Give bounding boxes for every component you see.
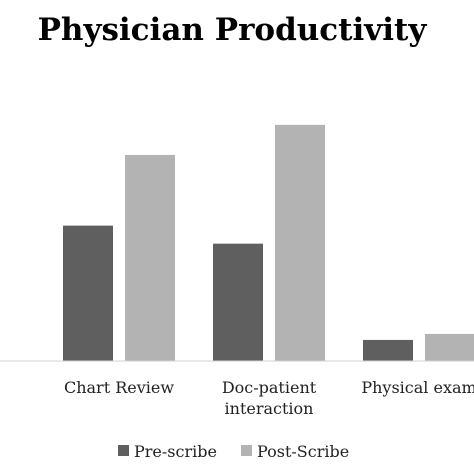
category-label-2-1: interaction	[225, 399, 314, 418]
category-labels: epChart ReviewDoc-patientinteractionPhys…	[64, 378, 474, 418]
category-label-1-0: Chart Review	[64, 378, 174, 397]
legend-label-post-scribe: Post-Scribe	[257, 442, 349, 461]
category-label-2-0: Doc-patient	[222, 378, 317, 397]
legend: Pre-scribe Post-Scribe	[118, 442, 349, 461]
category-label-3-0: Physical exam	[361, 378, 474, 397]
bar-pre-scribe-3	[363, 339, 413, 361]
chart-title: Physician Productivity	[38, 12, 428, 48]
bar-pre-scribe-2	[213, 243, 263, 361]
bar-pre-scribe-1	[63, 225, 113, 361]
bars-group	[63, 124, 474, 362]
bar-post-scribe-3	[425, 333, 474, 361]
legend-swatch-pre-scribe	[118, 445, 129, 456]
bar-post-scribe-1	[125, 154, 175, 361]
bar-post-scribe-2	[275, 124, 325, 362]
legend-swatch-post-scribe	[241, 445, 252, 456]
legend-label-pre-scribe: Pre-scribe	[134, 442, 217, 461]
